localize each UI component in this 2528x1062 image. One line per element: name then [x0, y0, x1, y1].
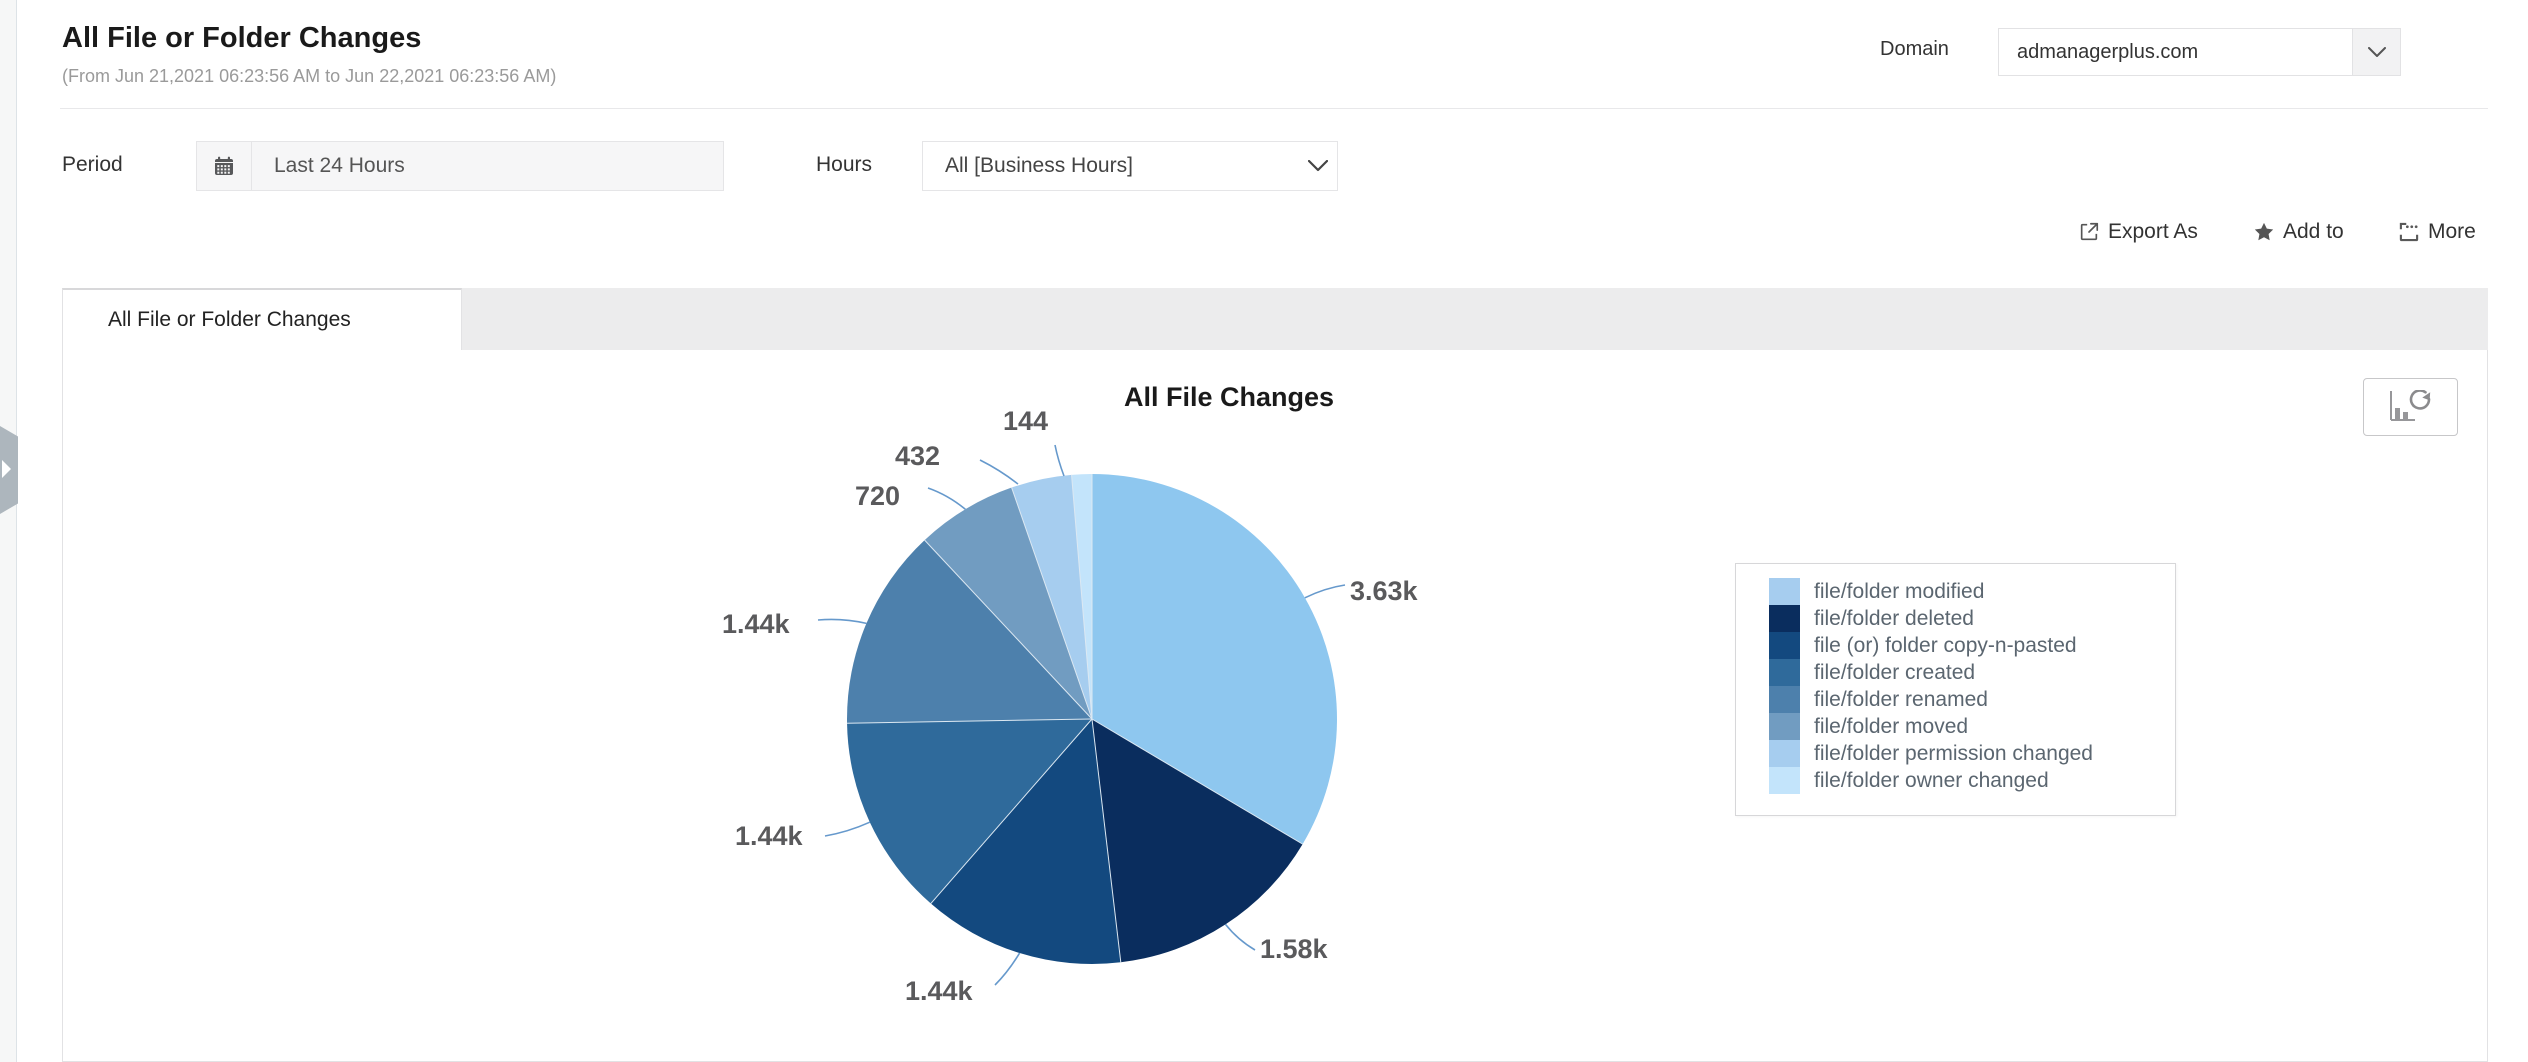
svg-text:1.44k: 1.44k	[905, 976, 974, 1006]
svg-text:1.58k: 1.58k	[1260, 934, 1329, 964]
svg-text:1.44k: 1.44k	[735, 821, 804, 851]
svg-text:432: 432	[895, 441, 940, 471]
svg-text:720: 720	[855, 481, 900, 511]
svg-text:144: 144	[1003, 406, 1048, 436]
svg-text:1.44k: 1.44k	[722, 609, 791, 639]
svg-text:3.63k: 3.63k	[1350, 576, 1419, 606]
